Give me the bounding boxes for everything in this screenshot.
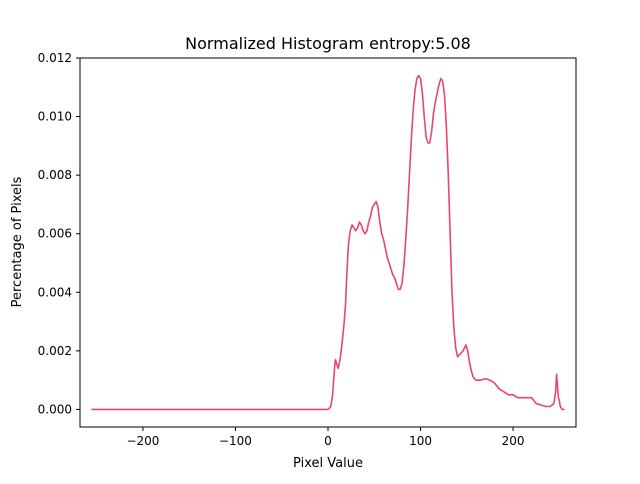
y-tick-label: 0.004 xyxy=(38,285,72,299)
y-tick-label: 0.012 xyxy=(38,51,72,65)
x-tick-label: 100 xyxy=(409,434,432,448)
x-tick-label: 0 xyxy=(324,434,332,448)
x-axis-label: Pixel Value xyxy=(293,456,363,471)
y-tick-label: 0.010 xyxy=(38,110,72,124)
x-tick-label: 200 xyxy=(502,434,525,448)
y-ticks: 0.000 0.002 0.004 0.006 0.008 0.010 0.012 xyxy=(38,51,80,416)
y-tick-label: 0.000 xyxy=(38,402,72,416)
x-ticks: −200 −100 0 100 200 xyxy=(126,427,525,448)
data-layer xyxy=(91,74,565,411)
y-tick-label: 0.002 xyxy=(38,344,72,358)
axes-frame xyxy=(79,57,577,428)
y-tick-label: 0.008 xyxy=(38,168,72,182)
y-axis-label: Percentage of Pixels xyxy=(10,176,25,307)
chart-title: Normalized Histogram entropy:5.08 xyxy=(185,34,471,53)
x-tick-label: −200 xyxy=(126,434,159,448)
x-tick-label: −100 xyxy=(219,434,252,448)
y-tick-label: 0.006 xyxy=(38,227,72,241)
series-line-0 xyxy=(91,74,565,411)
